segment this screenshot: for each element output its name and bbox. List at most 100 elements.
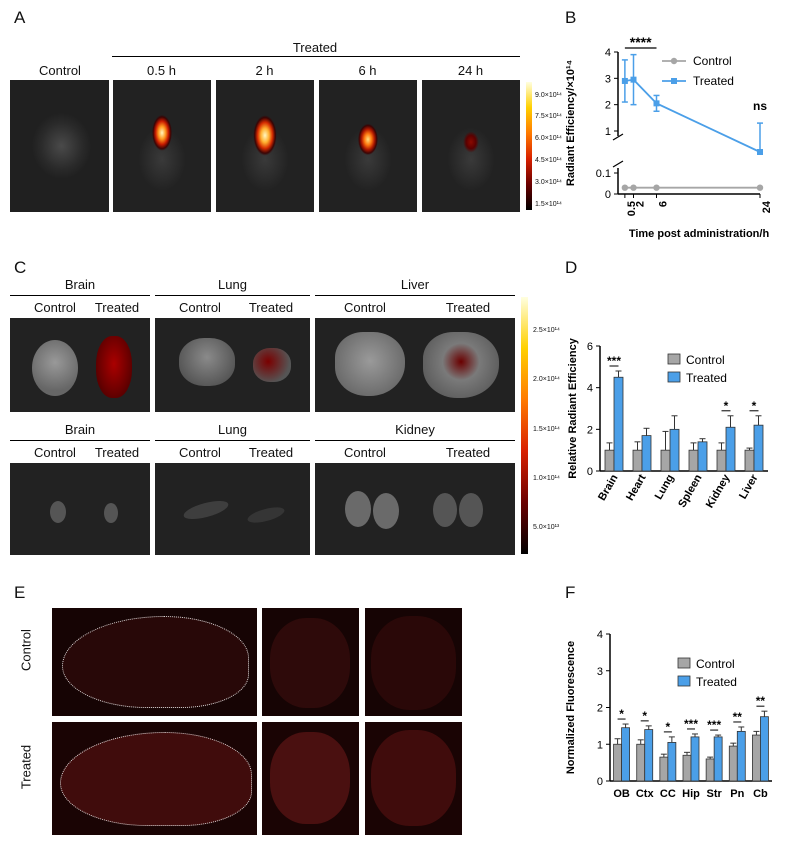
coronal-section-treated-2 [365, 722, 462, 835]
f-legend-swatch [677, 675, 691, 687]
d-legend-label: Treated [686, 371, 727, 385]
f-y-tick-label: 2 [597, 703, 603, 715]
c-bottom-control-2: Control [344, 445, 386, 460]
colorbar-c-tick-0: 2.5×10¹⁴ [533, 327, 560, 334]
control-header: Control [39, 63, 81, 78]
ex-vivo-brain-bottom [10, 463, 150, 555]
f-bar [728, 745, 738, 782]
d-x-tick-label: Spleen [676, 472, 705, 509]
d-bar [632, 449, 643, 472]
treated-header: Treated [292, 40, 338, 55]
f-bar [636, 743, 646, 782]
b-ns-label: ns [753, 99, 767, 113]
f-sig-label: *** [684, 717, 698, 731]
timepoint-label-2: 6 h [358, 63, 377, 78]
d-x-tick-label: Liver [737, 472, 761, 501]
f-bar [705, 758, 715, 782]
f-bar [621, 727, 630, 782]
d-legend-label: Control [686, 353, 725, 367]
f-x-tick-label: Pn [730, 788, 744, 800]
f-legend-label: Control [696, 657, 735, 671]
f-bar [760, 716, 769, 782]
d-bar [660, 449, 671, 472]
panel-letter-e: E [14, 583, 26, 602]
f-y-tick-label: 0 [597, 776, 603, 788]
ivis-head-0-5h [113, 80, 211, 212]
ex-vivo-lung-top [155, 318, 310, 412]
b-x-tick-label: 2 [635, 201, 647, 207]
e-row-label-treated: Treated [18, 744, 34, 790]
b-series-line [624, 78, 761, 153]
b-y-tick-label: 0.1 [596, 168, 611, 180]
ivis-head-2h [216, 80, 314, 212]
b-point [621, 184, 629, 191]
c-top-treated-1: Treated [248, 300, 294, 315]
ivis-head-6h [319, 80, 417, 212]
f-y-tick-label: 3 [597, 666, 603, 678]
c-top-control-1: Control [179, 300, 221, 315]
f-bar [690, 736, 700, 782]
colorbar-c-tick-4: 5.0×10¹³ [533, 524, 560, 531]
f-sig-label: * [642, 709, 647, 723]
d-bar [716, 449, 727, 472]
f-legend-label: Treated [696, 675, 737, 689]
c-bottom-treated-1: Treated [248, 445, 294, 460]
f-bar [682, 754, 692, 782]
chart-f-normalized-fluorescence: 0 1 2 3 4 Normalized Fluorescence * OB * Ctx * CC **… [565, 629, 772, 800]
ex-vivo-liver-top [315, 318, 515, 412]
treated-header-line [112, 56, 520, 57]
panel-letter-c: C [14, 258, 27, 277]
b-axis-break-2 [612, 160, 624, 168]
f-x-tick-label: OB [613, 788, 630, 800]
d-bar [744, 449, 755, 472]
f-y-axis-label: Normalized Fluorescence [565, 641, 577, 774]
f-x-tick-label: Cb [753, 788, 768, 800]
d-sig-label: * [752, 399, 757, 413]
f-bar [644, 729, 654, 782]
d-bar [604, 449, 615, 472]
d-bar [669, 428, 680, 472]
f-bar [667, 742, 677, 782]
c-top-line-0 [10, 295, 150, 296]
b-axis-break-1 [612, 133, 624, 141]
colorbar-a-tick-4: 3.0×10¹⁴ [535, 179, 562, 186]
d-x-tick-label: Heart [624, 472, 649, 503]
colorbar-a [526, 82, 532, 210]
timepoint-label-1: 2 h [255, 63, 274, 78]
b-y-tick-label: 1 [605, 126, 611, 138]
d-y-tick-label: 0 [587, 466, 593, 478]
colorbar-a-tick-1: 7.5×10¹⁴ [535, 113, 562, 120]
b-y-tick-label: 0 [605, 189, 611, 201]
d-legend-swatch [667, 371, 681, 383]
b-y-tick-label: 4 [605, 47, 611, 59]
colorbar-c-tick-2: 1.5×10¹⁴ [533, 426, 560, 433]
c-top-treated-0: Treated [94, 300, 140, 315]
b-point [653, 184, 660, 191]
coronal-section-control-2 [365, 608, 462, 716]
f-sig-label: *** [707, 718, 721, 732]
b-y-tick-label: 3 [605, 73, 611, 85]
d-y-tick-label: 2 [587, 424, 593, 436]
f-x-tick-label: Hip [682, 788, 700, 800]
c-top-line-2 [315, 295, 515, 296]
colorbar-c-tick-3: 1.0×10¹⁴ [533, 475, 560, 482]
f-x-tick-label: Ctx [636, 788, 655, 800]
ivis-head-control [10, 80, 109, 212]
d-bar [753, 424, 764, 472]
coronal-section-treated-1 [262, 722, 359, 835]
f-bar [613, 743, 622, 782]
b-point [653, 100, 660, 107]
f-sig-label: * [666, 720, 671, 734]
b-legend-label: Control [693, 54, 732, 68]
c-top-control-2: Control [344, 300, 386, 315]
d-y-tick-label: 6 [587, 341, 593, 353]
panel-letter-f: F [565, 583, 576, 602]
colorbar-a-tick-2: 6.0×10¹⁴ [535, 135, 562, 142]
f-x-tick-label: Str [707, 788, 723, 800]
c-top-line-1 [155, 295, 310, 296]
colorbar-c [521, 297, 528, 554]
f-sig-label: ** [756, 694, 766, 708]
d-y-axis-label: Relative Radiant Efficiency [567, 337, 579, 478]
d-bar [641, 435, 652, 472]
sagittal-section-treated [52, 722, 257, 835]
